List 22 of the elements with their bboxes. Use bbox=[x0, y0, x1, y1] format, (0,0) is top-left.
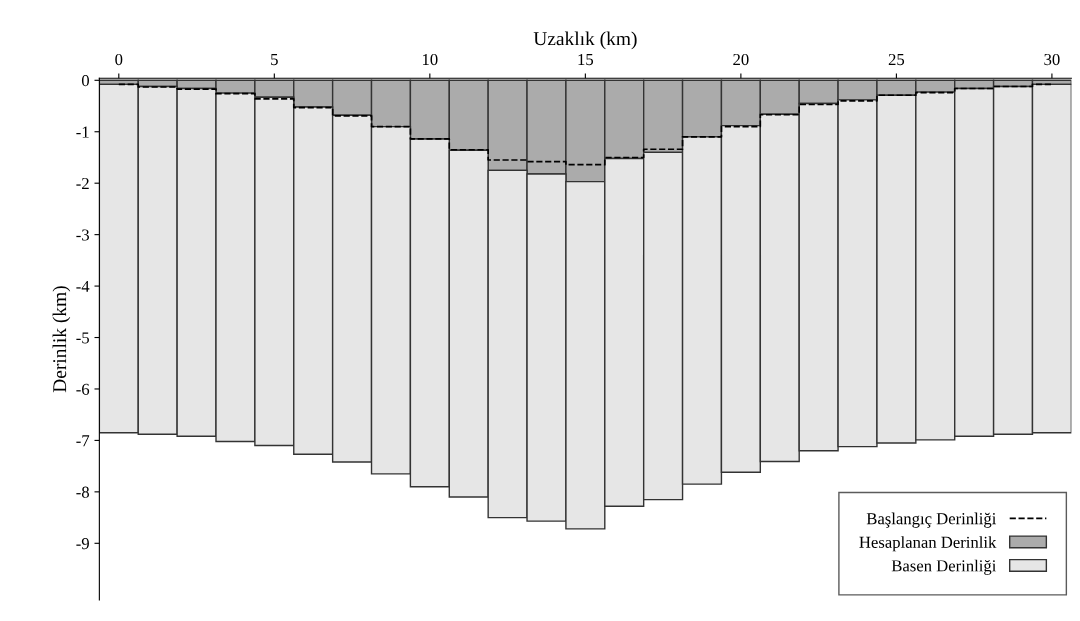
x-tick-label: 5 bbox=[271, 54, 278, 66]
legend-label: Hesaplanan Derinlik bbox=[859, 536, 997, 552]
y-tick-label: -1 bbox=[76, 126, 89, 138]
y-tick-label: -7 bbox=[76, 435, 90, 447]
y-tick-label: -8 bbox=[76, 486, 89, 498]
x-tick-label: 15 bbox=[578, 53, 594, 66]
y-tick-label: -5 bbox=[76, 332, 89, 344]
y-tick-label: -2 bbox=[76, 177, 89, 189]
legend-label: Başlangıç Derinliği bbox=[866, 512, 997, 528]
x-axis-title: Uzaklık (km) bbox=[533, 31, 637, 50]
x-tick-label: 25 bbox=[888, 53, 905, 66]
y-tick-label: -6 bbox=[76, 383, 90, 395]
legend-label: Basen Derinliği bbox=[891, 559, 997, 575]
y-axis-title: Derinlik (km) bbox=[52, 286, 71, 393]
x-tick-label: 30 bbox=[1044, 53, 1060, 66]
x-tick-label: 10 bbox=[422, 53, 438, 66]
y-tick-label: -3 bbox=[76, 229, 89, 241]
y-tick-label: -4 bbox=[76, 280, 90, 292]
x-tick-label: 20 bbox=[733, 53, 749, 66]
x-tick-label: 0 bbox=[115, 53, 123, 66]
y-tick-label: 0 bbox=[81, 75, 89, 87]
y-tick-label: -9 bbox=[76, 538, 89, 550]
